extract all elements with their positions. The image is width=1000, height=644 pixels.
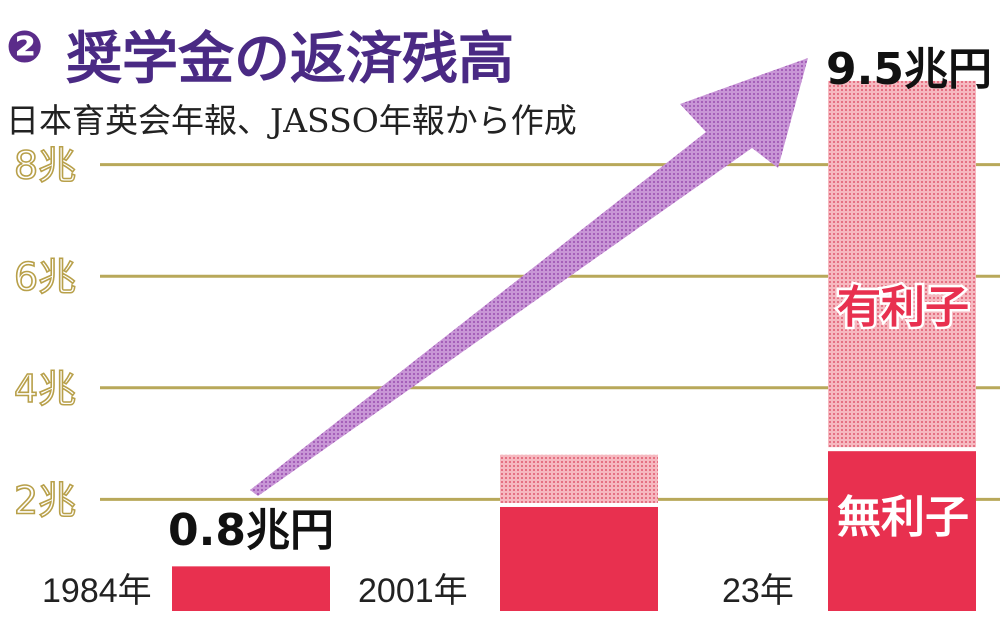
bar-nointerest-1 <box>500 504 658 611</box>
end-total-label: 9.5兆円 <box>826 44 992 95</box>
x-label-1984: 1984年 <box>42 572 152 610</box>
bar-segment-divider <box>500 502 658 507</box>
bar-nointerest-2 <box>828 449 976 611</box>
start-total-label: 0.8兆円 <box>168 505 334 556</box>
y-tick-label: 4兆 <box>14 367 76 411</box>
y-tick-label: 8兆 <box>14 144 76 188</box>
growth-arrow-icon <box>250 58 808 496</box>
source-note: 日本育英会年報、JASSO年報から作成 <box>6 101 577 140</box>
segment-label-interest: 有利子 <box>837 282 969 333</box>
bars <box>172 80 976 611</box>
number-badge: ❷ <box>6 22 43 73</box>
bar-segment-divider <box>828 447 976 452</box>
x-label-2023: 23年 <box>722 572 794 610</box>
bar-interest-2 <box>828 80 976 450</box>
y-tick-label: 6兆 <box>14 255 76 299</box>
y-tick-label: 2兆 <box>14 478 76 522</box>
segment-label-nointerest: 無利子 <box>837 492 969 543</box>
bar-interest-1 <box>500 454 658 505</box>
x-label-2001: 2001年 <box>358 572 468 610</box>
chart-title: 奨学金の返済残高 <box>66 27 514 92</box>
y-axis-labels: 2兆 4兆 6兆 8兆 <box>13 143 77 523</box>
bar-nointerest-0 <box>172 566 330 611</box>
